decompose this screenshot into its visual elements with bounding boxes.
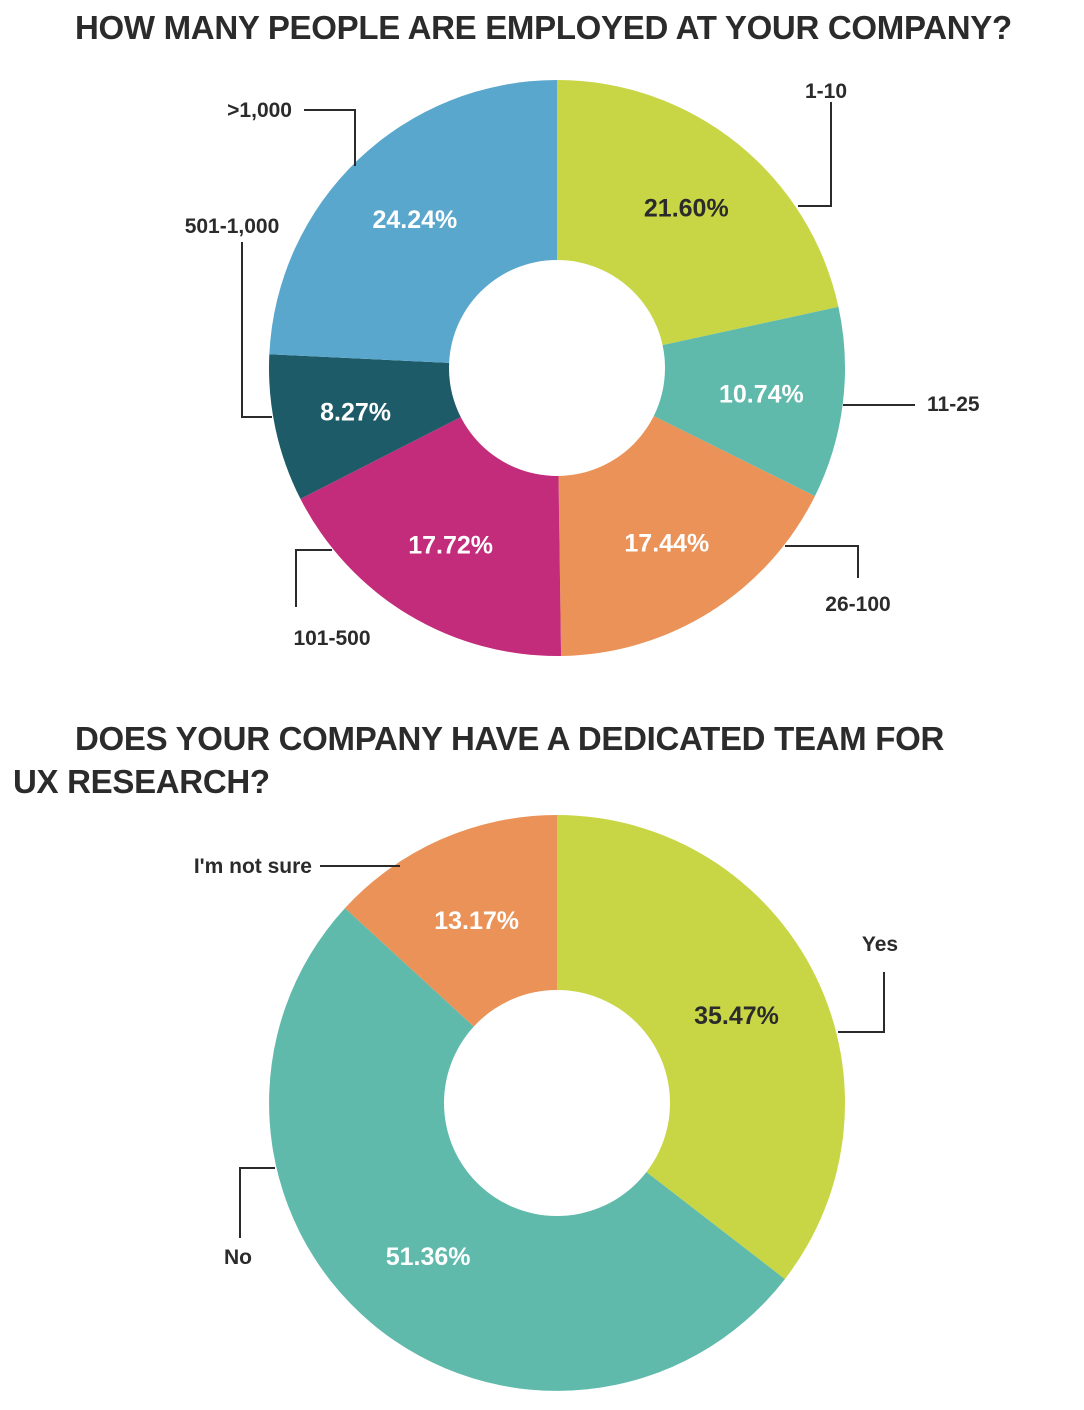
category-label-no: No	[224, 1246, 252, 1269]
category-label-26-100: 26-100	[825, 593, 890, 616]
category-label-1-000: >1,000	[227, 99, 292, 122]
value-label-501-1-000: 8.27%	[320, 398, 391, 426]
value-label-26-100: 17.44%	[624, 529, 709, 557]
leader-line-no	[239, 1167, 275, 1238]
value-label-1-10: 21.60%	[644, 195, 729, 223]
value-label-i-m-not-sure: 13.17%	[434, 907, 519, 935]
leader-line-yes	[838, 972, 885, 1033]
value-label-11-25: 10.74%	[719, 380, 804, 408]
donut-hole	[449, 260, 665, 476]
donut-chart-1: 21.60% 10.74% 17.44% 17.72% 8.27% 24.24% 1-10 1…	[185, 80, 980, 656]
category-label-1-10: 1-10	[805, 80, 847, 103]
category-label-i-m-not-sure: I'm not sure	[194, 855, 312, 878]
value-label-1-000: 24.24%	[373, 206, 458, 234]
value-label-no: 51.36%	[386, 1243, 471, 1271]
value-label-yes: 35.47%	[694, 1002, 779, 1030]
leader-line-1-10	[798, 102, 832, 207]
leader-line-501-1-000	[241, 242, 272, 418]
category-label-101-500: 101-500	[293, 627, 370, 650]
category-label-yes: Yes	[862, 933, 898, 956]
leader-line-1-000	[304, 109, 356, 166]
leader-line-101-500	[295, 549, 332, 607]
category-label-501-1-000: 501-1,000	[185, 215, 280, 238]
slice-yes	[557, 815, 846, 1280]
chart-1-title: HOW MANY PEOPLE ARE EMPLOYED AT YOUR COM…	[75, 9, 1012, 46]
chart-2-title-line-2: UX RESEARCH?	[13, 763, 270, 800]
category-label-11-25: 11-25	[927, 393, 980, 416]
donut-chart-2: 35.47% 51.36% 13.17% Yes No I'm not sure	[194, 815, 898, 1391]
chart-2-title-line-1: DOES YOUR COMPANY HAVE A DEDICATED TEAM …	[75, 720, 944, 757]
value-label-101-500: 17.72%	[408, 531, 493, 559]
donut-hole	[444, 990, 670, 1216]
leader-line-26-100	[785, 545, 859, 578]
